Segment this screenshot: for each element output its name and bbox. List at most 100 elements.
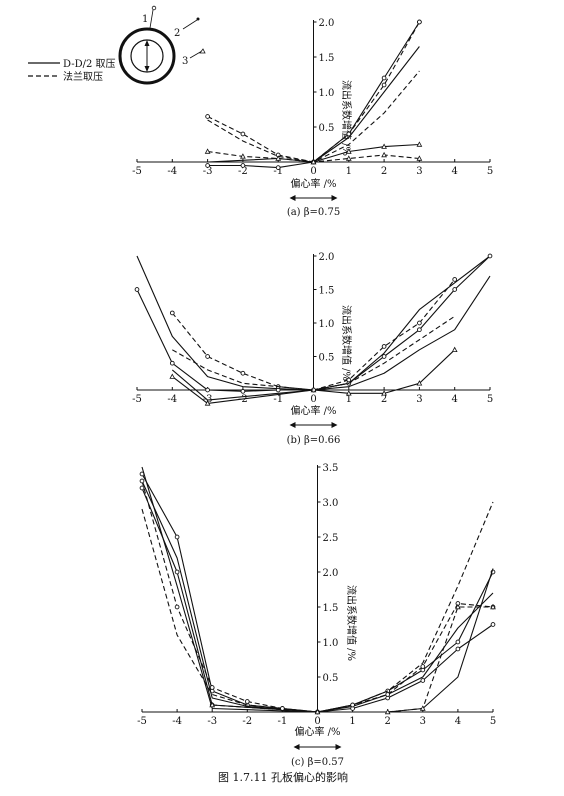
inset-label-3: 3 [182,56,188,67]
data-point [490,603,496,610]
panel-c: -5 -4 -3 -2 -1 0 1 2 3 4 5 0.5 1.0 1.5 2.0 2.5 3.0 3.5 流出系… [137,463,496,768]
data-point [452,287,458,292]
data-point [240,131,246,137]
x-arrow-head-left [289,422,296,428]
panel-caption: (b) β=0.66 [287,435,341,446]
x-tick-label: -1 [273,394,283,405]
series-line-3 [313,143,420,163]
leader-line-2 [182,19,198,30]
leader-line-1 [149,9,154,29]
leader-line-3 [189,50,203,59]
x-tick-label: 3 [416,166,422,177]
data-point [381,151,387,158]
y-tick-label: 0.5 [319,353,335,364]
data-point [487,253,493,259]
x-tick-label: 1 [349,716,355,727]
data-point [205,163,210,168]
series-line-7 [212,606,493,713]
x-tick-label: -1 [278,716,288,727]
data-point [310,158,317,165]
x-arrow-head-right [335,744,342,750]
x-axis-label: 偏心率 /% [290,177,336,190]
data-point [417,19,422,25]
x-tick-label: 3 [416,394,422,405]
x-tick-label: -2 [238,394,248,405]
y-tick-label: 1.5 [319,53,335,64]
x-tick-label: 1 [346,394,352,405]
inset-label-2: 2 [174,28,180,39]
x-tick-label: 5 [487,394,493,405]
data-point [345,148,352,154]
data-point [169,310,175,316]
y-tick-label: 1.5 [323,603,339,614]
x-tick-label: 4 [455,716,461,727]
y-tick-label: 2.0 [319,252,335,263]
x-tick-label: -5 [132,166,142,177]
data-point [384,708,391,715]
panel-a: -5 -4 -3 -2 -1 0 1 2 3 4 5 0.5 1.0 1.5 2.0 流出系数增值 /% 偏心率… [132,18,493,218]
panel-caption: (c) β=0.57 [291,757,344,768]
x-arrow-head-left [293,744,300,750]
x-axis-label: 偏心率 /% [290,404,336,417]
x-tick-label: 5 [487,166,493,177]
y-tick-label: 1.0 [323,638,339,649]
arrow-head-up [144,40,150,46]
data-point [381,82,387,88]
data-point [416,380,423,386]
x-axis-label: 偏心率 /% [294,725,340,738]
data-point [204,148,211,154]
y-axis-label: 流出系数增值 /% [345,585,358,661]
data-point [451,346,458,353]
x-tick-label: 1 [346,166,352,177]
data-point [490,622,496,627]
x-tick-label: -4 [167,166,177,177]
x-arrow-head-right [331,422,338,428]
data-point [452,277,458,282]
data-point [381,75,387,81]
data-point [345,155,352,161]
data-point [209,701,216,708]
x-tick-label: 4 [452,166,458,177]
y-tick-label: 0.5 [323,673,339,684]
figure-caption: 图 1.7.11 孔板偏心的影响 [218,770,348,784]
data-point [345,390,352,396]
data-point [244,699,250,704]
arrow-head-down [144,66,150,72]
data-point [240,153,246,159]
data-point [455,646,461,652]
y-tick-label: 3.0 [323,498,339,509]
x-tick-label: 2 [381,394,387,405]
data-point [420,678,426,683]
data-point [240,370,246,376]
x-tick-label: -3 [203,166,213,177]
data-point [381,354,387,359]
panel-caption: (a) β=0.75 [287,207,340,218]
data-point [204,400,211,406]
x-tick-label: -2 [238,166,248,177]
data-point [381,143,387,149]
y-tick-label: 0.5 [319,123,335,134]
y-tick-label: 1.0 [319,88,335,99]
x-tick-label: 4 [452,394,458,405]
data-point [205,114,210,119]
data-point [420,664,426,669]
data-point [455,639,461,645]
x-tick-label: -4 [167,394,177,405]
data-point [174,534,180,540]
data-point [416,141,423,147]
y-tick-label: 1.5 [319,286,335,297]
pipe-outer-ring [118,27,176,85]
data-point [174,604,180,610]
series-line-2 [313,46,420,163]
y-axis-label: 流出系数增值 /% [340,80,353,156]
x-tick-label: 2 [385,716,391,727]
y-tick-label: 3.5 [323,463,339,474]
data-point [275,155,282,161]
data-point [381,390,387,396]
data-point [419,705,426,711]
data-point [169,360,175,366]
series-line-2 [141,480,494,713]
data-point [385,692,391,697]
